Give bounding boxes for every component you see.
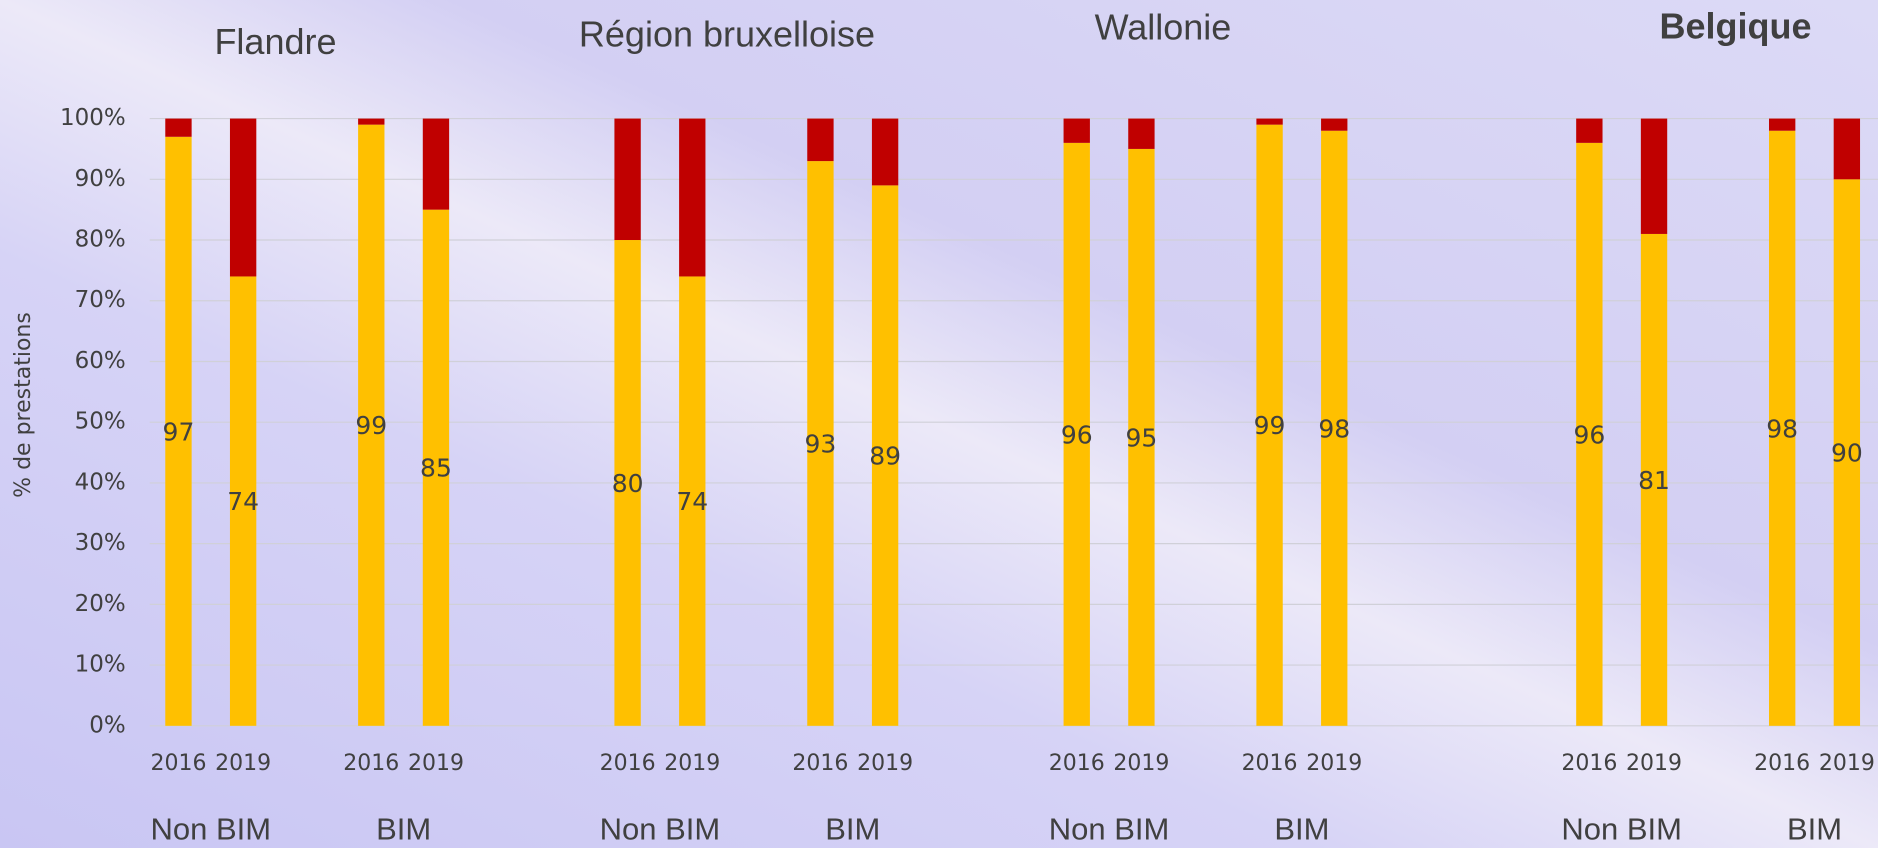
- data-label: 81: [1638, 466, 1670, 495]
- x-tick-label: 2016: [343, 751, 399, 776]
- bar-segment: [1833, 179, 1861, 726]
- bar-segment: [1128, 148, 1155, 726]
- y-tick-label: 60%: [75, 348, 126, 374]
- y-tick-label: 70%: [75, 287, 126, 313]
- x-tick-label: 2019: [1819, 751, 1875, 776]
- group-label: BIM: [376, 811, 431, 846]
- data-label: 96: [1573, 420, 1605, 449]
- x-tick-label: 2016: [792, 751, 848, 776]
- bar-segment: [1640, 118, 1668, 234]
- data-label: 93: [805, 429, 837, 458]
- bar-segment: [1256, 124, 1283, 726]
- x-tick-label: 2019: [664, 751, 720, 776]
- bar-segment: [358, 118, 385, 125]
- data-label: 74: [227, 487, 259, 516]
- bar-segment: [1576, 142, 1603, 726]
- bar-segment: [1063, 118, 1090, 143]
- data-label: 90: [1831, 439, 1863, 468]
- bar-segment: [871, 185, 899, 726]
- x-tick-label: 2019: [215, 751, 271, 776]
- data-label: 89: [869, 442, 901, 471]
- y-tick-label: 30%: [75, 530, 126, 556]
- x-tick-label: 2019: [1626, 751, 1682, 776]
- region-title: Flandre: [214, 21, 336, 62]
- bar-segment: [1833, 118, 1861, 180]
- bar-segment: [1769, 118, 1796, 131]
- region-title: Wallonie: [1095, 6, 1232, 47]
- data-label: 98: [1318, 414, 1350, 443]
- bar-segment: [422, 209, 450, 726]
- bar-segment: [679, 118, 706, 277]
- group-label: BIM: [1274, 811, 1329, 846]
- y-tick-label: 40%: [75, 469, 126, 495]
- bar-segment: [1769, 130, 1796, 726]
- bar-segment: [1063, 142, 1090, 726]
- group-label: BIM: [825, 811, 880, 846]
- bar-segment: [1576, 118, 1603, 143]
- bar-segment: [679, 276, 706, 726]
- bar-segment: [614, 118, 641, 241]
- data-label: 98: [1766, 414, 1798, 443]
- x-tick-label: 2016: [1561, 751, 1617, 776]
- bar-segment: [358, 124, 385, 726]
- bar-segment: [871, 118, 899, 186]
- bar-segment: [1640, 233, 1668, 726]
- data-label: 97: [163, 417, 195, 446]
- y-tick-label: 90%: [75, 166, 126, 192]
- bar-segment: [1321, 118, 1348, 131]
- x-tick-label: 2019: [1306, 751, 1362, 776]
- y-tick-label: 20%: [75, 591, 126, 617]
- bar-segment: [1321, 130, 1348, 726]
- group-label: Non BIM: [1049, 811, 1170, 846]
- bar-segment: [1256, 118, 1283, 125]
- x-tick-label: 2019: [408, 751, 464, 776]
- y-tick-label: 50%: [75, 409, 126, 435]
- region-title: Belgique: [1659, 5, 1811, 46]
- bar-segment: [807, 118, 834, 162]
- data-label: 95: [1126, 423, 1158, 452]
- data-label: 80: [612, 469, 644, 498]
- bar-segment: [165, 118, 192, 137]
- x-tick-label: 2016: [1242, 751, 1298, 776]
- x-tick-label: 2016: [150, 751, 206, 776]
- bar-segment: [1128, 118, 1155, 149]
- y-tick-label: 80%: [75, 227, 126, 253]
- x-tick-label: 2016: [600, 751, 656, 776]
- group-label: Non BIM: [600, 811, 721, 846]
- bar-segment: [422, 118, 450, 210]
- x-tick-label: 2019: [857, 751, 913, 776]
- data-label: 99: [1254, 411, 1286, 440]
- data-label: 85: [420, 454, 452, 483]
- bar-segment: [614, 240, 641, 726]
- bar-segment: [229, 276, 257, 726]
- bar-segment: [229, 118, 257, 277]
- y-tick-label: 10%: [75, 652, 126, 678]
- data-label: 99: [355, 411, 387, 440]
- bar-segment: [807, 161, 834, 726]
- region-title: Région bruxelloise: [579, 14, 875, 55]
- y-axis-label: % de prestations: [11, 312, 36, 498]
- x-tick-label: 2016: [1049, 751, 1105, 776]
- x-tick-label: 2019: [1113, 751, 1169, 776]
- x-tick-label: 2016: [1754, 751, 1810, 776]
- data-label: 74: [676, 487, 708, 516]
- data-label: 96: [1061, 420, 1093, 449]
- bar-segment: [165, 136, 192, 726]
- y-tick-label: 0%: [89, 712, 126, 738]
- group-label: Non BIM: [1561, 811, 1682, 846]
- group-label: Non BIM: [150, 811, 271, 846]
- group-label: BIM: [1787, 811, 1842, 846]
- y-tick-label: 100%: [60, 105, 126, 131]
